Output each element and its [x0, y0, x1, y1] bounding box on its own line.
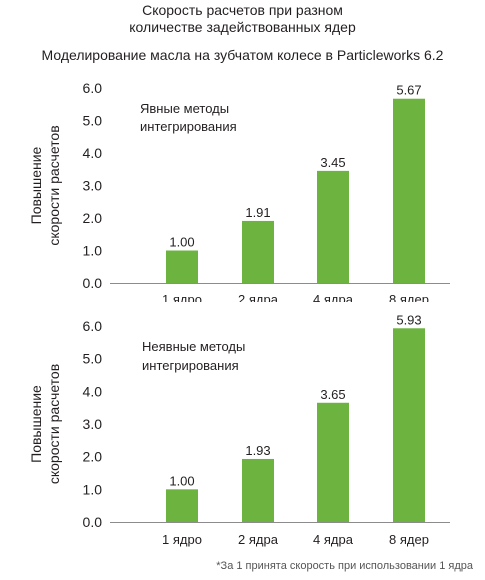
bar-value-label: 3.45 [320, 155, 345, 170]
bar-chart-explicit: Повышение скорости расчетов 0.0 1.0 2.0 3.0 4.… [28, 80, 450, 302]
x-category-label: 2 ядра [238, 532, 279, 547]
y-tick-label: 0.0 [83, 275, 103, 291]
bar [166, 250, 198, 283]
x-category-label: 8 ядер [389, 292, 429, 302]
y-axis-label-line2: скорости расчетов [46, 364, 62, 484]
bar [242, 458, 274, 522]
x-category-label: 8 ядер [389, 532, 429, 547]
footnote: *За 1 принята скорость при использовании… [216, 560, 473, 572]
x-category-label: 4 ядра [313, 292, 354, 302]
y-axis-label: Повышение скорости расчетов [28, 364, 62, 484]
x-category-label: 1 ядро [162, 532, 202, 547]
bar [317, 402, 349, 522]
method-annotation-line1: Неявные методы [142, 339, 245, 354]
x-category-label: 4 ядра [313, 532, 354, 547]
y-tick-label: 4.0 [83, 145, 103, 161]
bar-value-label: 1.00 [169, 473, 194, 488]
y-tick-label: 3.0 [83, 416, 103, 432]
method-annotation-line2: интегрирования [142, 358, 239, 373]
bar-chart-implicit: Повышение скорости расчетов 0.0 1.0 2.0 3.0 4.… [28, 312, 450, 547]
chart-title-line1: Скорость расчетов при разном [142, 2, 343, 18]
y-tick-label: 1.0 [83, 243, 103, 259]
bar-value-label: 3.65 [320, 387, 345, 402]
x-category-label: 1 ядро [162, 292, 202, 302]
y-tick-label: 0.0 [83, 514, 103, 530]
y-tick-label: 6.0 [83, 318, 103, 334]
x-category-label: 2 ядра [238, 292, 279, 302]
bar-value-label: 1.00 [169, 235, 194, 250]
y-axis-label-line2: скорости расчетов [46, 125, 62, 245]
y-axis-label-line1: Повышение [28, 146, 44, 224]
y-tick-label: 4.0 [83, 383, 103, 399]
bar [242, 220, 274, 283]
method-annotation-line1: Явные методы [140, 101, 229, 116]
bar-value-label: 5.67 [396, 83, 421, 98]
chart-title-line2: количестве задействованных ядер [129, 19, 356, 35]
chart-subtitle: Моделирование масла на зубчатом колесе в… [41, 47, 444, 63]
bar-value-label: 1.93 [245, 443, 270, 458]
bar-value-label: 1.91 [245, 205, 270, 220]
y-axis-label-line1: Повышение [28, 385, 44, 463]
bar-value-label: 5.93 [396, 312, 421, 327]
y-tick-label: 5.0 [83, 351, 103, 367]
y-tick-label: 3.0 [83, 178, 103, 194]
y-tick-label: 5.0 [83, 113, 103, 129]
y-tick-label: 1.0 [83, 481, 103, 497]
bar [317, 170, 349, 283]
y-tick-label: 2.0 [83, 210, 103, 226]
bar [393, 98, 425, 283]
y-axis-label: Повышение скорости расчетов [28, 125, 62, 245]
y-tick-label: 6.0 [83, 80, 103, 96]
method-annotation-line2: интегрирования [140, 119, 237, 134]
bar [393, 328, 425, 522]
y-tick-label: 2.0 [83, 449, 103, 465]
bar [166, 489, 198, 522]
